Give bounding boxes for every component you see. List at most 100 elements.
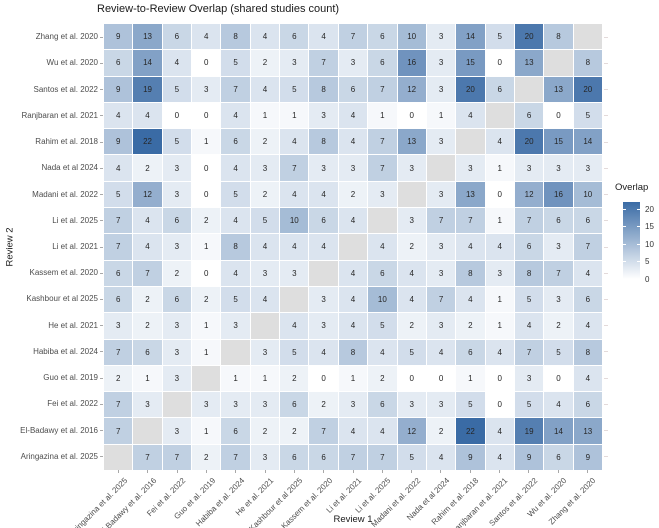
heatmap-cell: 5 <box>397 444 426 470</box>
heatmap-cell: 4 <box>280 181 309 208</box>
heatmap-cell: 8 <box>309 76 338 102</box>
heatmap-cell <box>485 102 514 129</box>
heatmap-cell: 6 <box>280 24 309 50</box>
legend-tick-label: 20 <box>645 204 654 214</box>
heatmap-cell: 3 <box>309 313 338 339</box>
heatmap-cell: 7 <box>104 339 133 365</box>
y-axis-label: Habiba et al. 2024 <box>33 346 98 356</box>
axis-tick <box>100 272 103 274</box>
legend-tick-label: 15 <box>645 222 654 231</box>
heatmap-cell: 2 <box>368 365 397 392</box>
heatmap-cell: 4 <box>221 260 250 286</box>
heatmap-cell: 6 <box>368 392 397 418</box>
heatmap-cell: 9 <box>104 24 133 50</box>
heatmap-grid: 9 13 6 4 8 4 6 4 7 6 10 3 14 5 20 8 6 14 4 0 5 2 3 7 3 6 16 3 15 0 13 8… <box>104 24 602 470</box>
heatmap-cell: 3 <box>456 155 485 181</box>
heatmap-cell: 2 <box>133 313 162 339</box>
legend-colorbar-notch <box>623 208 626 210</box>
axis-tick-right <box>604 456 608 458</box>
heatmap-cell: 3 <box>280 50 309 76</box>
heatmap-cell: 8 <box>573 339 602 365</box>
heatmap-cell: 5 <box>221 181 250 208</box>
heatmap-cell: 4 <box>485 418 514 444</box>
axis-tick <box>100 36 103 38</box>
heatmap-cell: 3 <box>192 76 221 102</box>
heatmap-cell: 6 <box>514 102 544 129</box>
heatmap-cell: 6 <box>368 50 397 76</box>
legend-colorbar-notch <box>637 243 640 245</box>
heatmap-cell: 3 <box>309 286 338 313</box>
heatmap-cell: 9 <box>514 444 544 470</box>
heatmap-cell: 3 <box>514 155 544 181</box>
legend-colorbar-notch <box>637 208 640 210</box>
heatmap-cell: 4 <box>485 339 514 365</box>
heatmap-cell: 7 <box>104 418 133 444</box>
heatmap-cell: 2 <box>426 418 456 444</box>
heatmap-cell: 3 <box>162 234 192 260</box>
heatmap-cell: 12 <box>397 76 426 102</box>
legend-colorbar-notch <box>623 278 626 280</box>
y-axis-label: Madani et al. 2022 <box>32 189 98 199</box>
heatmap-cell: 14 <box>133 50 162 76</box>
heatmap-cell: 1 <box>250 365 280 392</box>
axis-tick <box>469 470 471 473</box>
heatmap-cell: 20 <box>456 76 485 102</box>
heatmap-cell: 7 <box>426 208 456 234</box>
axis-tick <box>586 470 588 473</box>
heatmap-cell: 4 <box>426 339 456 365</box>
heatmap-cell: 20 <box>573 76 602 102</box>
heatmap-cell: 6 <box>573 208 602 234</box>
axis-tick-right <box>604 115 608 117</box>
heatmap-cell: 9 <box>573 444 602 470</box>
axis-tick-right <box>604 351 608 353</box>
y-axis-label: Guo et al. 2019 <box>43 373 98 383</box>
heatmap-cell: 1 <box>192 418 221 444</box>
heatmap-cell: 3 <box>162 365 192 392</box>
heatmap-cell: 2 <box>250 418 280 444</box>
heatmap-cell: 6 <box>368 260 397 286</box>
heatmap-cell <box>250 313 280 339</box>
heatmap-cell: 1 <box>192 129 221 155</box>
heatmap-cell: 4 <box>456 234 485 260</box>
heatmap-cell: 14 <box>544 418 573 444</box>
axis-tick <box>176 470 178 473</box>
axis-tick <box>206 470 208 473</box>
heatmap-cell: 7 <box>426 286 456 313</box>
heatmap-cell: 3 <box>426 76 456 102</box>
heatmap-cell: 13 <box>544 76 573 102</box>
axis-tick-right <box>604 325 608 327</box>
heatmap-cell: 6 <box>514 234 544 260</box>
heatmap-cell: 1 <box>192 313 221 339</box>
heatmap-cell: 1 <box>221 365 250 392</box>
y-axis-label: Ranjbaran et al. 2021 <box>21 110 99 120</box>
heatmap-cell <box>192 365 221 392</box>
heatmap-cell: 4 <box>250 76 280 102</box>
heatmap-cell: 7 <box>368 155 397 181</box>
heatmap-cell: 6 <box>544 444 573 470</box>
x-axis-title: Review 1 <box>333 514 373 525</box>
legend-colorbar-notch <box>623 226 626 227</box>
heatmap-cell: 4 <box>309 24 338 50</box>
legend-colorbar-notch <box>623 243 626 245</box>
axis-tick <box>100 298 103 300</box>
heatmap-cell: 4 <box>338 208 368 234</box>
heatmap-cell: 3 <box>426 260 456 286</box>
heatmap-cell: 1 <box>192 234 221 260</box>
heatmap-cell: 7 <box>368 129 397 155</box>
heatmap-cell: 0 <box>544 102 573 129</box>
heatmap-cell: 5 <box>280 339 309 365</box>
axis-tick-right <box>604 377 608 379</box>
heatmap-cell: 3 <box>309 155 338 181</box>
chart-title: Review-to-Review Overlap (shared studies… <box>97 3 340 15</box>
heatmap-cell: 2 <box>192 444 221 470</box>
heatmap-cell <box>338 234 368 260</box>
heatmap-cell: 2 <box>397 234 426 260</box>
heatmap-cell: 3 <box>397 208 426 234</box>
heatmap-cell: 8 <box>221 234 250 260</box>
heatmap-cell: 4 <box>104 102 133 129</box>
heatmap-cell: 3 <box>544 155 573 181</box>
heatmap-cell <box>514 76 544 102</box>
heatmap-cell: 0 <box>192 260 221 286</box>
heatmap-cell: 5 <box>456 392 485 418</box>
heatmap-cell <box>426 155 456 181</box>
